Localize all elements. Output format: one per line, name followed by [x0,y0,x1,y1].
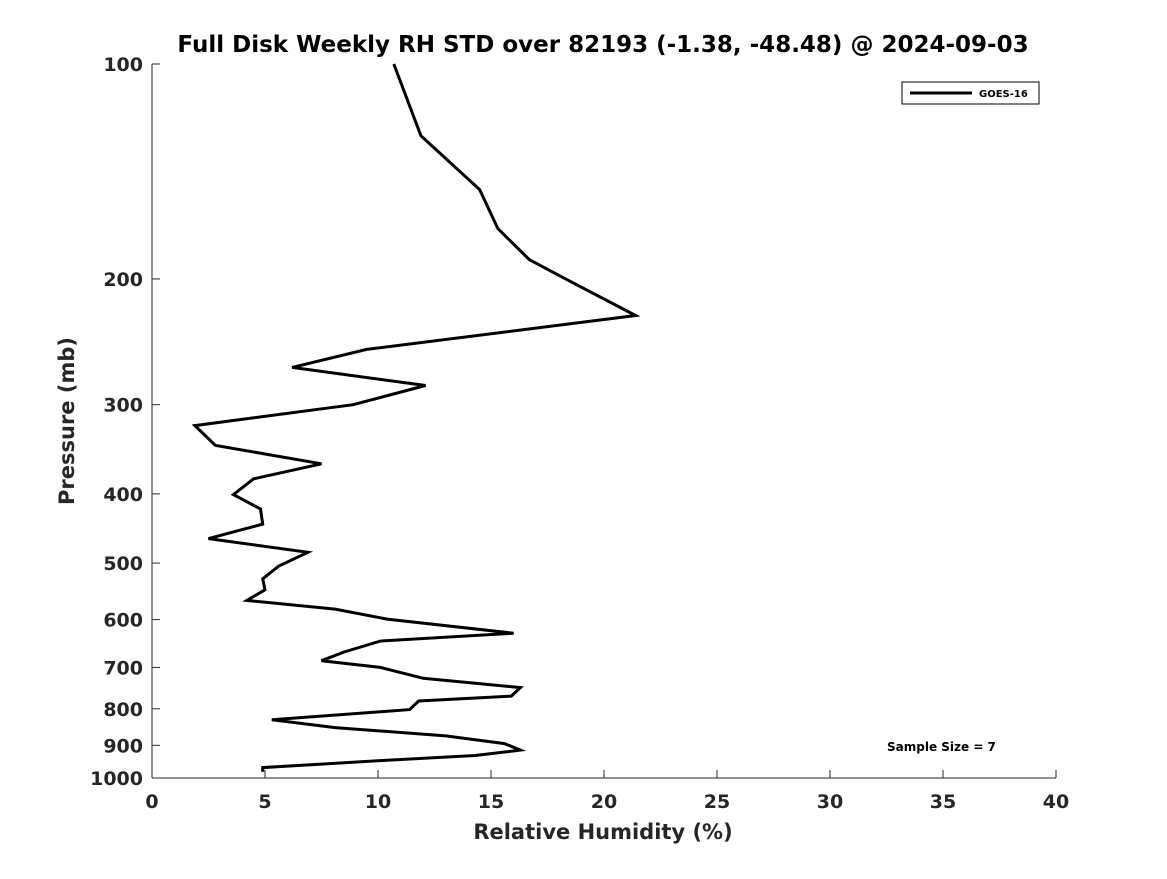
x-tick-label: 0 [145,791,158,813]
x-tick-label: 15 [478,791,504,813]
sample-size-annotation: Sample Size = 7 [887,740,996,754]
x-tick-label: 10 [365,791,391,813]
y-tick-label: 100 [103,54,143,76]
y-tick-label: 900 [103,735,143,757]
x-tick-label: 35 [930,791,956,813]
legend-entry-goes-16: GOES-16 [979,89,1028,100]
x-tick-label: 20 [591,791,617,813]
x-tick-label: 25 [704,791,730,813]
x-axis-label: Relative Humidity (%) [473,820,732,844]
x-tick-label: 30 [817,791,843,813]
x-tick-label: 5 [258,791,271,813]
y-tick-label: 400 [103,484,143,506]
y-tick-label: 500 [103,553,143,575]
y-tick-label: 600 [103,610,143,632]
x-tick-label: 40 [1043,791,1069,813]
y-tick-label: 300 [103,395,143,417]
series-layer [191,63,641,772]
y-tick-label: 1000 [90,768,143,790]
y-tick-label: 800 [103,699,143,721]
y-tick-label: 200 [103,269,143,291]
y-tick-label: 700 [103,657,143,679]
legend: GOES-16 [901,81,1040,105]
axes: 0 5 10 15 20 25 30 35 40 100 200 300 400 500 600 700 800… [90,54,1069,813]
y-axis-label: Pressure (mb) [55,337,79,505]
chart-title: Full Disk Weekly RH STD over 82193 (-1.3… [177,32,1028,58]
series-line-goes-16 [191,63,641,772]
